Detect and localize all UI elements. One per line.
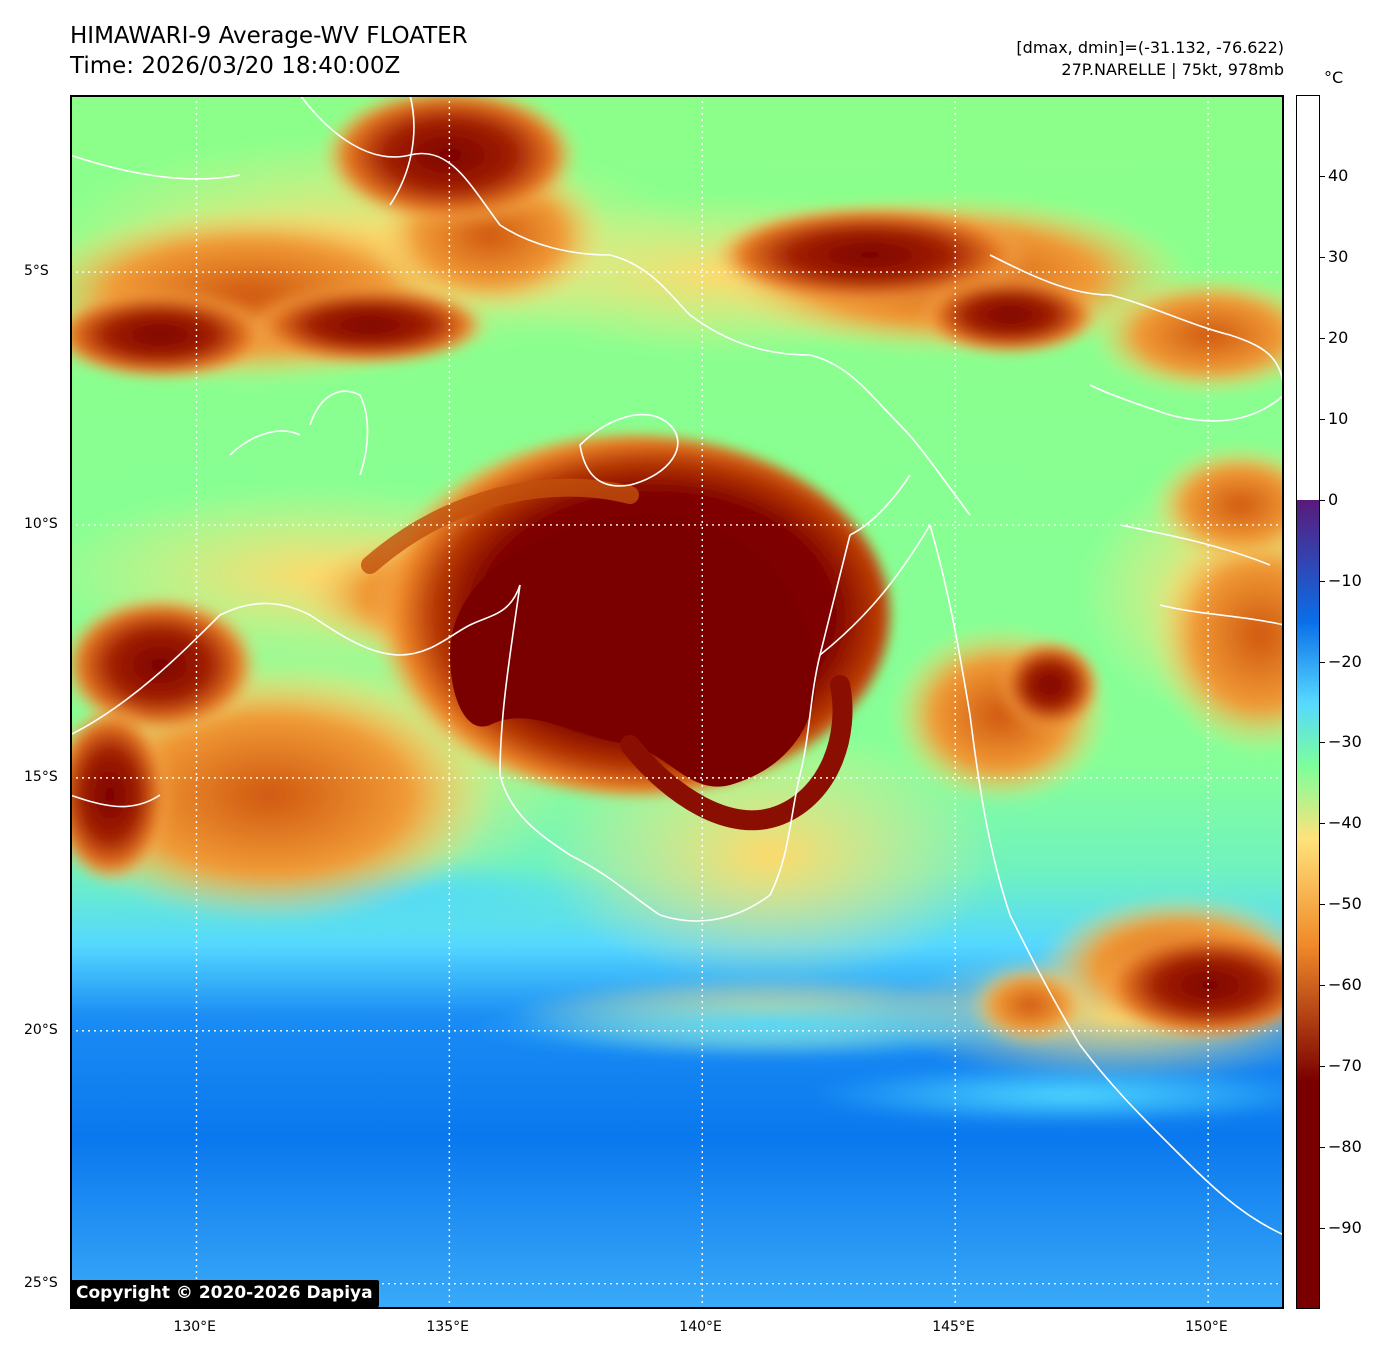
colorbar-tick-label: −40: [1328, 813, 1362, 833]
colorbar-tick-label: 40: [1328, 165, 1349, 185]
cold-cloud-tops: [70, 95, 1284, 1040]
colorbar: [1296, 95, 1320, 1309]
colorbar-tick-mark: [1320, 985, 1325, 987]
colorbar-tick-mark: [1320, 256, 1325, 258]
cyclone-spiral-arm: [620, 675, 853, 831]
satellite-map[interactable]: [70, 95, 1284, 1309]
longitude-label: 150°E: [1185, 1319, 1228, 1335]
colorbar-tick-mark: [1320, 661, 1325, 663]
storm-info-label: 27P.NARELLE | 75kt, 978mb: [1061, 60, 1284, 79]
colorbar-tick-label: −60: [1328, 975, 1362, 995]
colorbar-unit: °C: [1324, 68, 1344, 87]
colorbar-tick-mark: [1320, 580, 1325, 582]
latitude-label: 20°S: [24, 1021, 58, 1038]
longitude-label: 135°E: [426, 1319, 469, 1335]
colorbar-tick-mark: [1320, 418, 1325, 420]
colorbar-tick-label: −20: [1328, 651, 1362, 671]
colorbar-tick-label: 10: [1328, 408, 1349, 428]
copyright-badge: Copyright © 2020-2026 Dapiya: [70, 1280, 379, 1307]
colorbar-tick-mark: [1320, 337, 1325, 339]
colorbar-tick-label: −50: [1328, 894, 1362, 914]
colorbar-tick-label: 0: [1328, 489, 1339, 509]
colorbar-tick-mark: [1320, 1228, 1325, 1230]
coastlines: [70, 95, 1284, 1236]
colorbar-tick-label: −80: [1328, 1137, 1362, 1157]
colorbar-tick-mark: [1320, 742, 1325, 744]
latitude-label: 15°S: [24, 768, 58, 785]
colorbar-tick-mark: [1320, 1147, 1325, 1149]
map-title: HIMAWARI-9 Average-WV FLOATER: [70, 23, 468, 49]
longitude-label: 145°E: [932, 1319, 975, 1335]
data-range-label: [dmax, dmin]=(-31.132, -76.622): [1016, 38, 1284, 57]
colorbar-tick-label: 30: [1328, 246, 1349, 266]
colorbar-tick-mark: [1320, 175, 1325, 177]
longitude-label: 130°E: [173, 1319, 217, 1335]
colorbar-tick-label: −90: [1328, 1218, 1362, 1238]
colorbar-tick-label: −30: [1328, 732, 1362, 752]
cyclone-core: [450, 513, 817, 787]
latitude-label: 25°S: [24, 1274, 58, 1291]
latitude-label: 10°S: [24, 515, 58, 532]
longitude-label: 140°E: [679, 1319, 722, 1335]
colorbar-tick-mark: [1320, 823, 1325, 825]
latitude-label: 5°S: [24, 263, 49, 280]
colorbar-tick-label: 20: [1328, 327, 1349, 347]
map-timestamp: Time: 2026/03/20 18:40:00Z: [70, 53, 401, 79]
colorbar-tick-label: −10: [1328, 570, 1362, 590]
graticule: [70, 95, 1284, 1309]
colorbar-tick-mark: [1320, 499, 1325, 501]
colorbar-tick-label: −70: [1328, 1056, 1362, 1076]
colorbar-tick-mark: [1320, 904, 1325, 906]
colorbar-tick-mark: [1320, 1066, 1325, 1068]
